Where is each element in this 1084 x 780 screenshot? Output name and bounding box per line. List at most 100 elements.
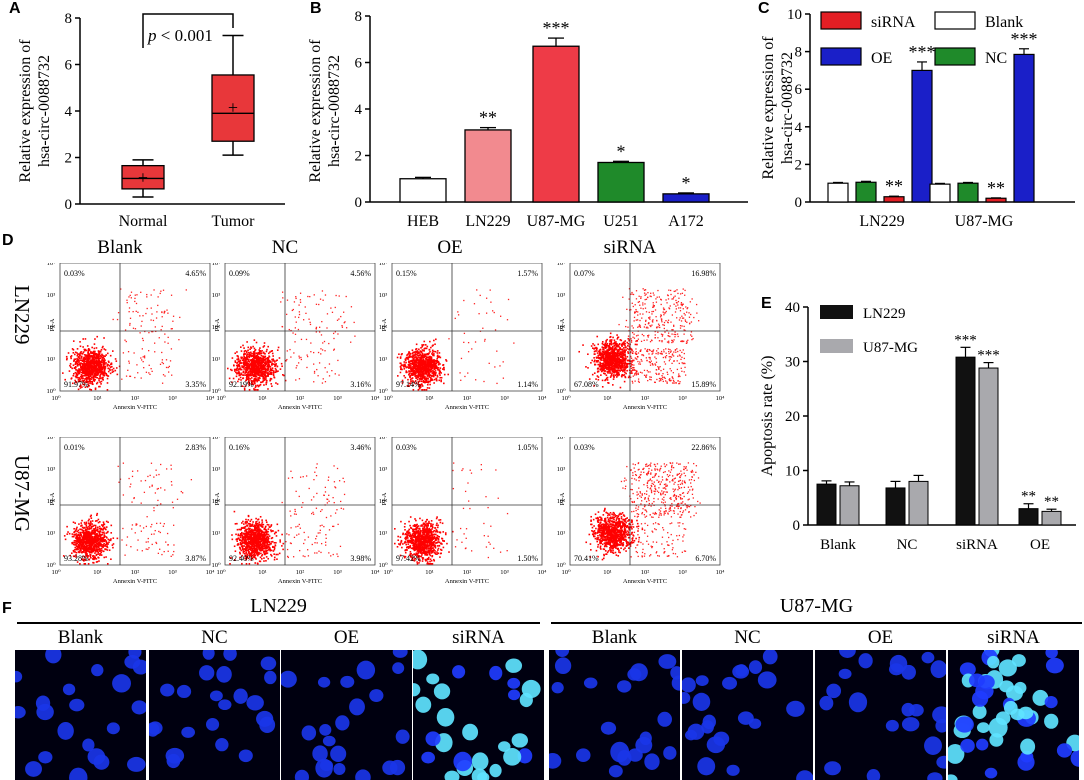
microscopy-image [948,650,1079,780]
nucleus [796,770,813,780]
nucleus [1044,695,1058,709]
a-mean-marker: + [228,98,238,118]
flow-y-axis-label: PI-A [49,492,56,505]
flow-y-tick-label: 10⁰ [556,388,566,395]
e-significance: ** [1044,494,1059,510]
flow-quadrant-ll: 67.08% [574,380,599,389]
b-significance: ** [479,108,497,128]
c-x-tick-label: LN229 [859,213,904,230]
flow-quadrant-lr: 3.16% [350,380,371,389]
flow-col-title: NC [271,237,299,258]
flow-x-tick-label: 10¹ [425,569,434,576]
flow-dots [62,288,187,391]
flow-quadrant-ur: 4.56% [350,269,371,278]
flow-y-tick-label: 10¹ [379,530,388,537]
nucleus [489,763,502,778]
microscopy-image [815,650,946,780]
a-p-value: p < 0.001 [147,26,213,45]
nucleus [413,683,421,697]
microscopy-background [15,650,146,780]
nucleus [259,716,276,734]
flow-quadrant-lr: 3.98% [350,554,371,563]
b-ylabel-line2: hsa-circ-0088732 [326,55,343,167]
flow-plot: 0.03% 22.86% 70.41% 6.70% Annexin V-FITC PI-A… [556,437,726,585]
flow-y-tick-label: 10¹ [557,530,566,537]
nucleus [551,682,564,694]
nucleus [1010,708,1025,721]
b-x-tick-label: HEB [407,213,439,230]
flow-x-tick-label: 10² [296,395,305,402]
nucleus [477,772,490,780]
nucleus [999,680,1014,693]
flow-x-tick-label: 10⁰ [51,569,61,576]
e-y-tick-label: 30 [785,355,800,371]
microscopy-image [15,650,146,780]
microscopy-background [281,650,412,780]
e-bar-u87-mg [908,480,929,526]
flow-quadrant-lr: 1.14% [517,380,538,389]
flow-plot: 0.01% 2.83%93.28% 3.87%Annexin V-FITCPI-A1… [46,437,215,585]
flow-x-tick-label: 10¹ [93,395,102,402]
a-box-tumor [211,74,255,142]
flow-quadrant-ll: 93.28% [64,554,89,563]
nucleus [608,764,623,778]
flow-quadrant-ul: 0.07% [574,269,595,278]
b-y-tick-label: 2 [355,149,363,165]
b-bar-ln229 [464,129,512,203]
c-x-tick-label: U87-MG [955,213,1014,230]
e-y-tick-label: 20 [785,409,800,425]
e-bar-u87-mg [1041,510,1062,526]
e-ylabel: Apoptosis rate (%) [759,356,776,477]
flow-x-tick-label: 10⁴ [371,395,381,402]
flow-x-tick-label: 10⁰ [216,569,226,576]
b-bar-u87-mg [532,45,580,203]
e-significance: ** [1021,489,1036,505]
nucleus [444,770,460,780]
flow-plot: 0.16% 3.46%92.40% 3.98%Annexin V-FITCPI-A1… [211,437,381,585]
nucleus [901,717,920,732]
flow-y-tick-label: 10¹ [47,356,56,363]
nucleus [948,774,958,780]
nucleus [413,650,428,670]
flow-y-axis-label: PI-A [214,492,221,505]
nucleus [38,751,53,764]
nucleus [312,745,328,762]
c-legend-label-sirna: siRNA [871,14,916,31]
nucleus [181,726,195,738]
nucleus [713,731,730,746]
flow-plot: 0.09% 4.56%92.19% 3.16%Annexin V-FITCPI-A1… [211,263,381,411]
c-ylabel-line2: hsa-circ-0088732 [779,52,796,164]
flow-x-tick-label: 10⁴ [371,569,381,576]
c-significance: ** [987,178,1005,198]
flow-x-tick-label: 10³ [500,569,509,576]
nucleus [583,677,598,689]
nucleus [627,668,642,681]
nucleus [489,665,503,681]
flow-y-tick-label: 10¹ [212,356,221,363]
flow-dots [585,462,701,561]
flow-x-tick-label: 10² [463,395,472,402]
microscopy-col-title: Blank [591,627,638,648]
nucleus [554,657,572,675]
b-bar-heb [399,178,447,203]
flow-x-tick-label: 10² [131,395,140,402]
nucleus [57,721,74,740]
b-ylabel-line1: Relative expression of [307,39,324,183]
nucleus [106,722,120,735]
e-bar-ln229 [816,483,837,526]
flow-quadrant-ul: 0.03% [396,443,417,452]
nucleus [726,764,740,776]
c-legend-swatch-nc [934,47,976,66]
flow-y-tick-label: 10³ [379,466,388,473]
nucleus [425,731,441,746]
b-bar-u251 [597,161,645,203]
flow-x-tick-label: 10³ [168,395,177,402]
nucleus [508,689,521,701]
flow-col-title: OE [437,237,463,258]
flow-dots [396,289,515,391]
nucleus [319,724,332,736]
nucleus [1044,713,1059,729]
e-legend-label-u87-mg: U87-MG [863,340,918,356]
flow-x-tick-label: 10⁴ [716,569,726,576]
flow-quadrant-ur: 2.83% [185,443,206,452]
